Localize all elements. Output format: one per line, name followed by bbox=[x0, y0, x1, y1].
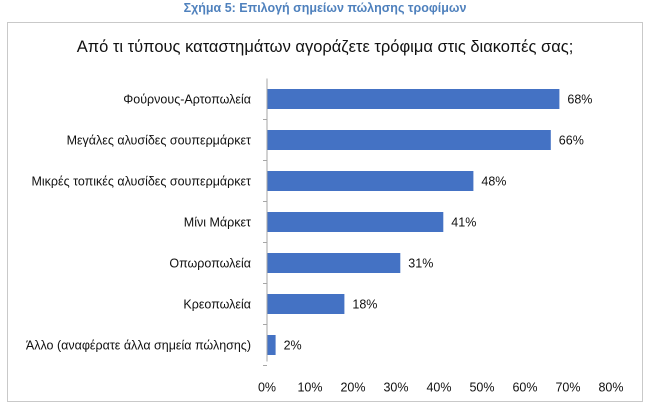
category-label: Μικρές τοπικές αλυσίδες σουπερμάρκετ bbox=[31, 175, 251, 189]
data-label: 2% bbox=[284, 339, 302, 353]
bar bbox=[267, 130, 551, 150]
category-label: Φούρνους-Αρτοπωλεία bbox=[123, 93, 251, 107]
bar bbox=[267, 212, 444, 232]
x-tick-label: 30% bbox=[383, 381, 408, 395]
category-label: Μεγάλες αλυσίδες σουπερμάρκετ bbox=[67, 134, 251, 148]
data-label: 31% bbox=[408, 257, 433, 271]
category-label: Κρεοπωλεία bbox=[183, 298, 251, 312]
bar bbox=[267, 294, 345, 314]
figure-caption: Σχήμα 5: Επιλογή σημείων πώλησης τροφίμω… bbox=[183, 1, 467, 15]
category-label: Οπωροπωλεία bbox=[169, 257, 251, 271]
x-tick-label: 50% bbox=[469, 381, 494, 395]
x-tick-label: 40% bbox=[426, 381, 451, 395]
data-label: 68% bbox=[567, 93, 592, 107]
chart-title: Από τι τύπους καταστημάτων αγοράζετε τρό… bbox=[76, 38, 574, 56]
x-tick-label: 80% bbox=[598, 381, 623, 395]
data-label: 48% bbox=[481, 175, 506, 189]
x-tick-label: 20% bbox=[340, 381, 365, 395]
x-tick-label: 60% bbox=[512, 381, 537, 395]
data-label: 41% bbox=[451, 216, 476, 230]
x-tick-label: 70% bbox=[555, 381, 580, 395]
category-label: Μίνι Μάρκετ bbox=[184, 216, 251, 230]
x-tick-label: 10% bbox=[297, 381, 322, 395]
category-label: Άλλο (αναφέρατε άλλα σημεία πώλησης) bbox=[26, 339, 251, 353]
x-tick-label: 0% bbox=[258, 381, 276, 395]
bar bbox=[267, 171, 474, 191]
bar bbox=[267, 335, 276, 355]
bar bbox=[267, 89, 560, 109]
data-label: 66% bbox=[559, 134, 584, 148]
data-label: 18% bbox=[352, 298, 377, 312]
bar bbox=[267, 253, 401, 273]
